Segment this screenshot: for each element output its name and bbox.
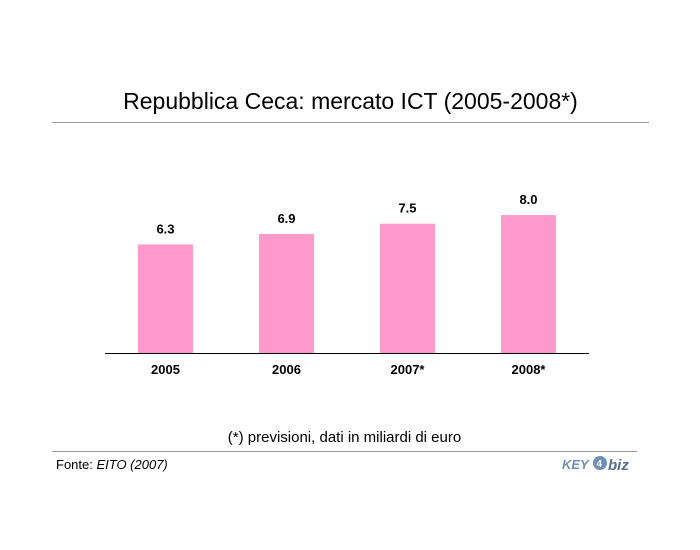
- x-tick-label-2007*: 2007*: [391, 362, 426, 377]
- source-name: EITO (2007): [96, 457, 168, 472]
- logo-4-badge: [593, 456, 607, 470]
- footer-divider: [52, 451, 637, 452]
- bar-2005: [138, 244, 193, 353]
- source-label: Fonte:: [56, 457, 97, 472]
- x-tick-label-2006: 2006: [272, 362, 301, 377]
- data-label-2007*: 7.5: [398, 201, 416, 216]
- source-line: Fonte: EITO (2007): [56, 457, 168, 472]
- data-label-2006: 6.9: [277, 211, 295, 226]
- x-tick-label-2008*: 2008*: [512, 362, 547, 377]
- chart-note: (*) previsioni, dati in miliardi di euro: [227, 429, 462, 446]
- data-label-2005: 6.3: [156, 221, 174, 236]
- data-label-2008*: 8.0: [519, 192, 537, 207]
- chart-title: Repubblica Ceca: mercato ICT (2005-2008*…: [123, 88, 578, 114]
- logo-text-biz: biz: [608, 457, 629, 474]
- logo-4-glyph: 4: [597, 459, 603, 470]
- title-divider: [52, 122, 649, 123]
- bar-2007*: [380, 223, 435, 353]
- key4biz-logo: KEY 4 biz: [562, 456, 629, 474]
- x-tick-label-2005: 2005: [151, 362, 180, 377]
- bar-2008*: [501, 215, 556, 353]
- bar-2006: [259, 234, 314, 353]
- bar-chart: 6.3 2005 6.9 2006 7.5 2007* 8.0 2008*: [105, 192, 589, 377]
- logo-text-key: KEY: [562, 457, 590, 472]
